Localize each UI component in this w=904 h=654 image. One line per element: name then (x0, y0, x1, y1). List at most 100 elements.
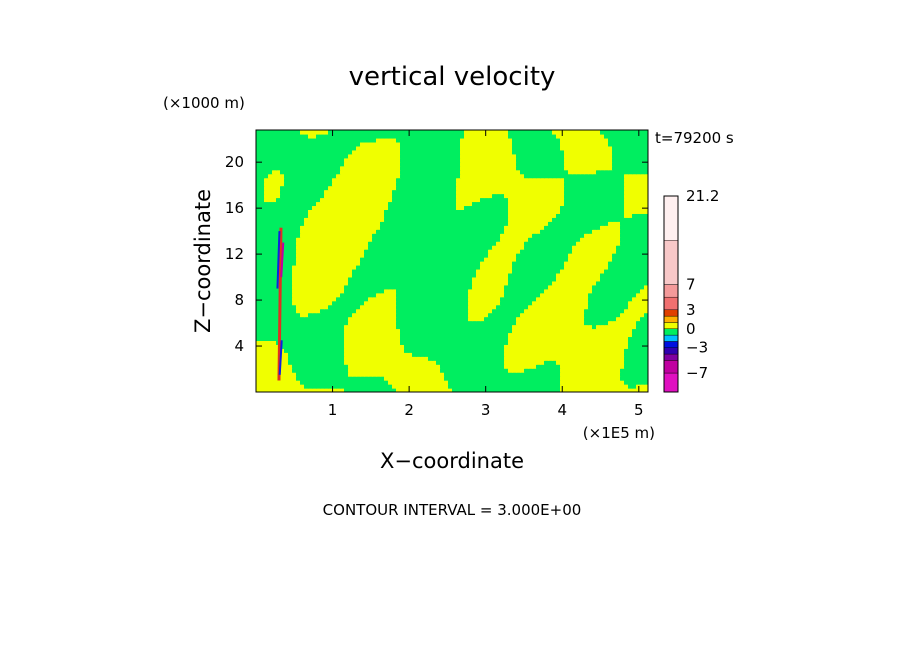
field-cell (632, 261, 637, 266)
field-cell (364, 288, 369, 294)
field-cell (328, 225, 333, 230)
field-cell (592, 328, 597, 334)
field-cell (340, 360, 345, 365)
field-cell (272, 261, 277, 266)
field-cell (460, 237, 465, 242)
field-cell (560, 292, 565, 298)
field-cell (496, 276, 501, 282)
field-cell (572, 380, 577, 385)
field-cell (384, 340, 389, 345)
field-cell (536, 221, 541, 226)
field-cell (376, 189, 381, 195)
field-cell (472, 217, 477, 222)
field-cell (480, 209, 485, 214)
field-cell (516, 312, 521, 318)
field-cell (388, 360, 393, 365)
field-cell (428, 364, 433, 369)
field-cell (580, 388, 585, 392)
field-cell (356, 348, 361, 353)
field-cell (572, 300, 577, 306)
field-cell (580, 288, 585, 294)
field-cell (464, 249, 469, 254)
field-cell (416, 201, 421, 207)
field-cell (396, 264, 401, 270)
field-cell (636, 245, 641, 250)
field-cell (600, 189, 605, 195)
field-cell (304, 261, 309, 266)
field-cell (344, 280, 349, 286)
field-cell (624, 340, 629, 345)
field-cell (568, 268, 573, 274)
field-cell (336, 221, 341, 226)
field-cell (300, 261, 305, 266)
field-cell (300, 257, 305, 262)
field-cell (344, 249, 349, 254)
field-cell (400, 308, 405, 314)
field-cell (608, 205, 613, 210)
field-cell (344, 197, 349, 203)
field-cell (260, 304, 265, 310)
field-cell (412, 241, 417, 246)
field-cell (636, 280, 641, 286)
field-cell (392, 257, 397, 262)
field-cell (548, 324, 553, 330)
field-cell (500, 356, 505, 361)
field-cell (368, 261, 373, 266)
field-cell (408, 233, 413, 238)
field-cell (328, 320, 333, 326)
field-cell (628, 292, 633, 298)
field-cell (596, 276, 601, 282)
field-cell (632, 233, 637, 238)
field-cell (464, 264, 469, 270)
field-cell (320, 221, 325, 226)
field-cell (296, 197, 301, 203)
field-cell (344, 292, 349, 298)
field-cell (604, 388, 609, 392)
field-cell (452, 324, 457, 330)
field-cell (496, 225, 501, 230)
field-cell (352, 360, 357, 365)
field-cell (432, 296, 437, 302)
field-cell (416, 348, 421, 353)
field-cell (340, 308, 345, 314)
field-cell (292, 344, 297, 349)
field-cell (552, 308, 557, 314)
field-cell (620, 193, 625, 199)
field-cell (368, 253, 373, 258)
field-cell (536, 245, 541, 250)
field-cell (572, 261, 577, 266)
field-cell (444, 217, 449, 222)
field-cell (348, 237, 353, 242)
field-cell (620, 257, 625, 262)
field-cell (388, 304, 393, 310)
field-cell (448, 336, 453, 341)
field-cell (620, 197, 625, 203)
field-cell (340, 189, 345, 195)
field-cell (260, 348, 265, 353)
field-cell (328, 348, 333, 353)
field-cell (560, 209, 565, 214)
field-cell (404, 261, 409, 266)
field-cell (484, 245, 489, 250)
field-cell (372, 209, 377, 214)
field-cell (480, 308, 485, 314)
field-cell (380, 328, 385, 334)
field-cell (392, 268, 397, 274)
field-cell (392, 288, 397, 294)
field-cell (460, 268, 465, 274)
field-cell (488, 209, 493, 214)
field-cell (524, 304, 529, 310)
field-cell (496, 356, 501, 361)
field-cell (560, 201, 565, 207)
field-cell (560, 205, 565, 210)
field-cell (588, 288, 593, 294)
field-cell (620, 229, 625, 234)
field-cell (616, 328, 621, 334)
field-cell (464, 257, 469, 262)
field-cell (300, 312, 305, 318)
field-cell (300, 360, 305, 365)
field-cell (396, 380, 401, 385)
field-cell (340, 237, 345, 242)
field-cell (288, 312, 293, 318)
field-cell (296, 304, 301, 310)
